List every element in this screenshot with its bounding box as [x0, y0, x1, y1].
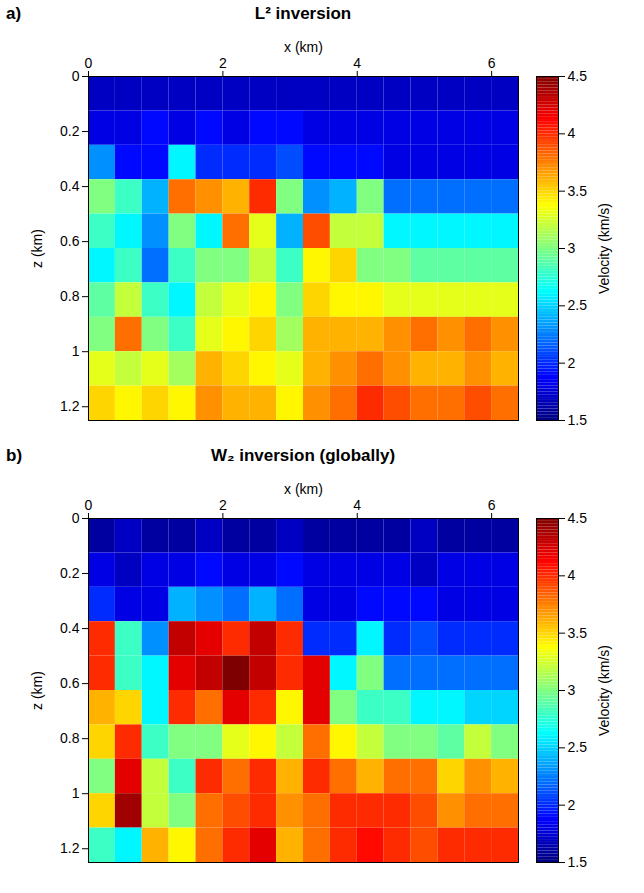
svg-text:3.5: 3.5	[568, 625, 588, 641]
html-text:W₂ inversion (globally): W₂ inversion (globally)	[210, 446, 396, 465]
svg-text:0: 0	[85, 497, 93, 513]
svg-text:2: 2	[219, 497, 227, 513]
svg-text:3.5: 3.5	[568, 183, 588, 199]
svg-text:1.5: 1.5	[568, 854, 588, 870]
svg-text:6: 6	[488, 497, 496, 513]
svg-text:4: 4	[353, 497, 361, 513]
svg-text:0.8: 0.8	[60, 730, 80, 746]
svg-text:1.2: 1.2	[60, 398, 80, 414]
svg-text:0: 0	[72, 510, 80, 526]
svg-text:4.5: 4.5	[568, 68, 588, 84]
svg-text:0.4: 0.4	[60, 620, 80, 636]
html-text:b): b)	[6, 446, 22, 465]
svg-text:0: 0	[85, 55, 93, 71]
svg-text:2: 2	[568, 797, 576, 813]
svg-text:0.4: 0.4	[60, 178, 80, 194]
svg-text:Velocity (km/s): Velocity (km/s)	[596, 203, 612, 294]
svg-text:0: 0	[72, 68, 80, 84]
html-text:a): a)	[6, 4, 22, 23]
svg-text:4: 4	[568, 567, 576, 583]
svg-text:1: 1	[72, 343, 80, 359]
svg-text:1.2: 1.2	[60, 840, 80, 856]
svg-text:1.5: 1.5	[568, 412, 588, 428]
svg-text:0.8: 0.8	[60, 288, 80, 304]
html-text:L² inversion: L² inversion	[254, 4, 352, 23]
svg-text:0.2: 0.2	[60, 123, 80, 139]
svg-text:4.5: 4.5	[568, 510, 588, 526]
svg-text:Velocity (km/s): Velocity (km/s)	[596, 645, 612, 736]
svg-text:0.6: 0.6	[60, 233, 80, 249]
svg-text:z (km): z (km)	[29, 229, 45, 268]
svg-text:4: 4	[353, 55, 361, 71]
svg-text:z (km): z (km)	[29, 671, 45, 710]
svg-text:1: 1	[72, 785, 80, 801]
svg-text:6: 6	[488, 55, 496, 71]
svg-text:0.6: 0.6	[60, 675, 80, 691]
svg-text:0.2: 0.2	[60, 565, 80, 581]
svg-text:x (km): x (km)	[284, 39, 323, 55]
svg-text:2: 2	[219, 55, 227, 71]
svg-text:3: 3	[568, 240, 576, 256]
svg-text:3: 3	[568, 682, 576, 698]
svg-text:2.5: 2.5	[568, 297, 588, 313]
svg-text:4: 4	[568, 125, 576, 141]
svg-text:x (km): x (km)	[284, 481, 323, 497]
svg-text:2.5: 2.5	[568, 739, 588, 755]
svg-text:2: 2	[568, 355, 576, 371]
